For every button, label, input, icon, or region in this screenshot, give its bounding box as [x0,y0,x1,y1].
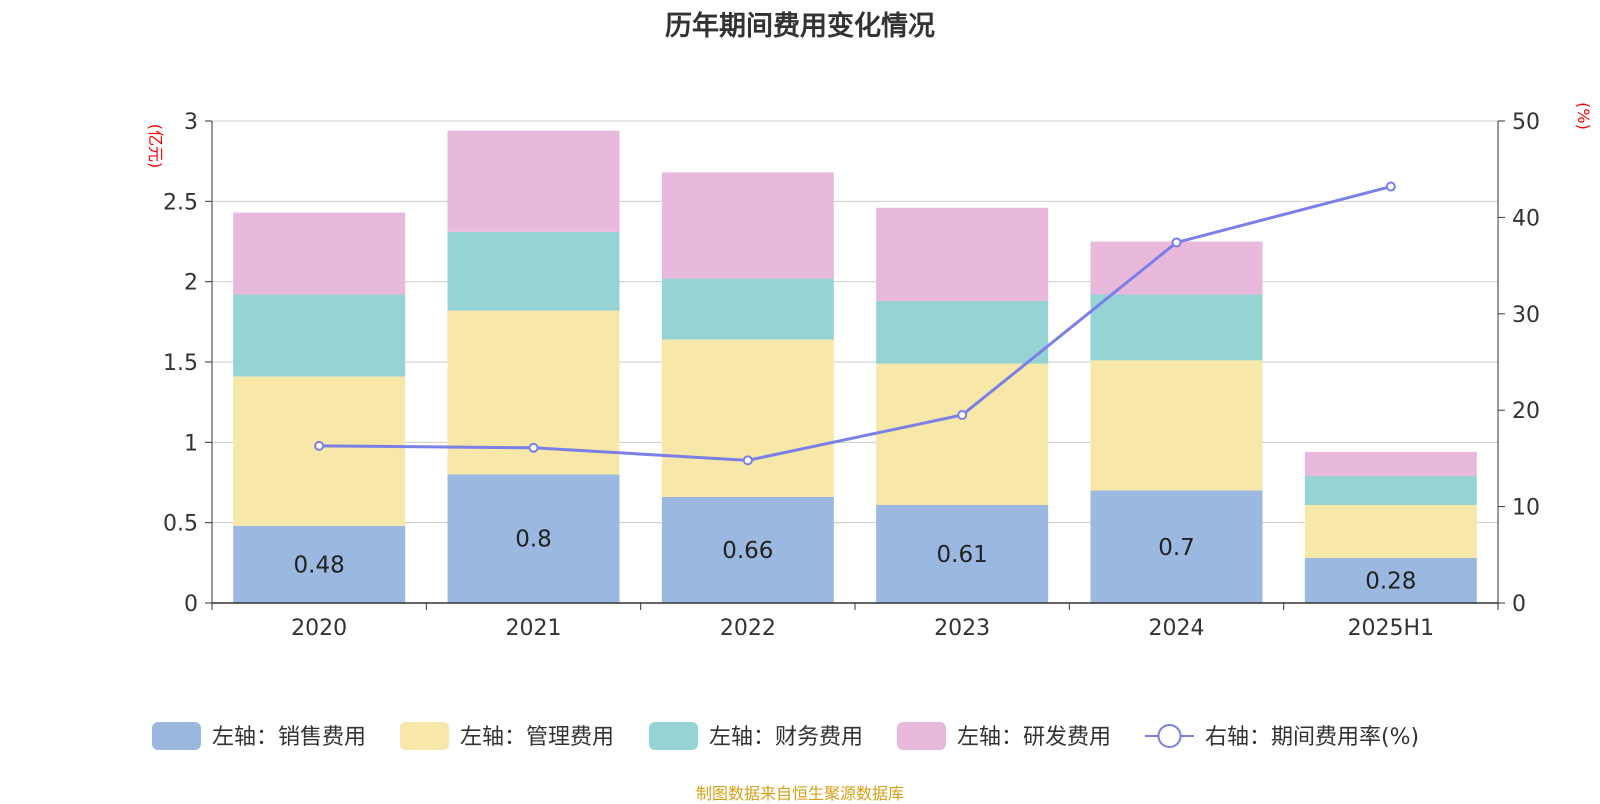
y-left-unit-label: (亿元) [146,124,165,169]
x-tick-label: 2025H1 [1348,616,1435,641]
y-right-tick-label: 10 [1512,496,1540,521]
source-note: 制图数据来自恒生聚源数据库 [695,784,904,803]
y-left-tick-label: 2 [184,271,198,296]
x-tick-label: 2024 [1149,616,1205,641]
bar-segment [1090,241,1263,295]
y-right-unit-label: (%) [1574,102,1593,130]
rate-line [319,185,1392,462]
bar-segment [1090,294,1263,361]
y-left-tick-label: 2.5 [163,190,198,215]
bar-segment [661,339,834,497]
chart-title: 历年期间费用变化情况 [665,11,935,42]
bar-segment [447,130,620,232]
rate-point [314,440,325,451]
rate-point [957,410,968,421]
bar-segment [447,231,620,311]
y-left-tick-label: 0.5 [163,512,198,537]
bar-segment [1090,360,1263,491]
legend-swatch [649,722,698,750]
x-tick-label: 2021 [506,616,562,641]
bar-segment [876,363,1049,505]
bar-data-label: 0.8 [515,527,552,553]
bar-data-label: 0.61 [937,542,988,568]
y-right-tick-label: 30 [1512,303,1540,328]
bar-segment [876,504,1049,603]
x-tick-label: 2022 [720,616,776,641]
x-tick-label: 2020 [291,616,347,641]
y-left-tick-label: 1.5 [163,351,198,376]
legend-label: 左轴：研发费用 [957,725,1111,750]
y-left-tick-label: 1 [184,431,198,456]
bar-segment [661,278,834,340]
legend-label: 右轴：期间费用率(%) [1205,725,1419,750]
y-right-tick-label: 0 [1512,592,1526,617]
legend-label: 左轴：财务费用 [709,725,863,750]
legend-swatch [152,722,201,750]
legend-label: 左轴：销售费用 [212,725,366,750]
x-tick-label: 2023 [934,616,990,641]
bar-segment [1090,490,1263,603]
bar-segment [1304,558,1477,603]
bar-segment [876,207,1049,301]
bar-segment [661,172,834,279]
bar-data-label: 0.66 [722,538,773,564]
bar-segment [233,525,406,603]
y-right-tick-label: 20 [1512,399,1540,424]
y-right-tick-label: 40 [1512,206,1540,231]
rate-point [528,442,539,453]
bar-segment [447,474,620,603]
legend-swatch [897,722,946,750]
bar-segment [1304,476,1477,505]
rate-point [1171,237,1182,248]
bar-segment [233,294,406,377]
bar-segment [233,376,406,526]
bar-segment [233,212,406,295]
bar-data-label: 0.28 [1365,569,1416,595]
legend-swatch [400,722,449,750]
bar-segment [1304,504,1477,559]
bar-segment [661,496,834,603]
bar-segment [876,300,1049,364]
bar-segment [1304,451,1477,477]
bar-data-label: 0.48 [294,552,345,578]
bar-data-label: 0.7 [1158,535,1195,561]
rate-point [742,455,753,466]
y-left-tick-label: 3 [184,110,198,135]
y-left-tick-label: 0 [184,592,198,617]
rate-point [1385,181,1396,192]
legend-label: 左轴：管理费用 [460,725,614,750]
y-right-tick-label: 50 [1512,110,1540,135]
legend-circle-marker [1157,724,1182,748]
